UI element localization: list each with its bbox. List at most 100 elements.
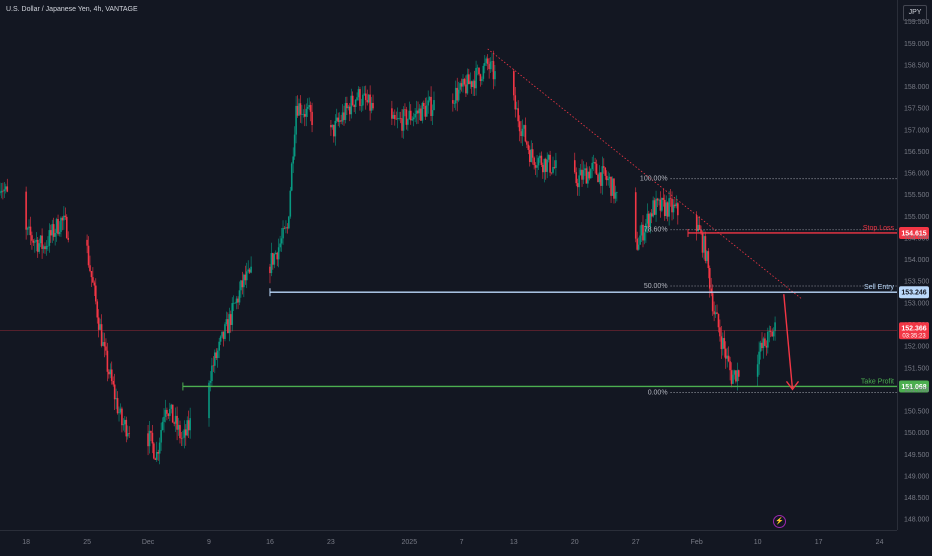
- candle-body: [452, 100, 454, 104]
- candle-body: [671, 198, 673, 213]
- candle-body: [476, 67, 479, 69]
- candle-body: [39, 235, 42, 244]
- price-chart[interactable]: 100.00% 78.60% 50.00% 0.00% Stop Loss Sell En…: [0, 0, 906, 530]
- candle-body: [244, 274, 247, 281]
- candle-body: [224, 324, 226, 339]
- price-tick-label: 155.500: [904, 192, 929, 199]
- candle-body: [706, 251, 708, 261]
- price-tag: 154.615: [899, 226, 929, 239]
- lightning-icon[interactable]: ⚡: [773, 515, 786, 528]
- candle-body: [726, 355, 728, 359]
- candle-body: [112, 380, 115, 385]
- candle-body: [216, 350, 219, 359]
- candle-body: [427, 100, 429, 106]
- candle-body: [756, 364, 759, 377]
- candle-body: [186, 420, 189, 436]
- current-price-tag-bg: [899, 322, 929, 340]
- candle-body: [231, 303, 234, 325]
- candle-body: [761, 342, 763, 349]
- candle-body: [543, 158, 546, 173]
- candle-body: [733, 370, 736, 375]
- price-tick-label: 149.000: [904, 473, 929, 480]
- price-tick-label: 158.500: [904, 62, 929, 69]
- candle-body: [0, 192, 1, 194]
- price-tag-text: 151.068: [901, 384, 926, 391]
- price-tick-label: 149.500: [904, 452, 929, 459]
- candle-body: [298, 103, 300, 116]
- price-axis[interactable]: 154.615 153.246 151.068 148.000 148.500 149.0…: [897, 0, 932, 530]
- candle-body: [334, 120, 337, 137]
- candle-body: [147, 433, 149, 447]
- candle-body: [305, 108, 308, 117]
- candle-body: [396, 118, 399, 120]
- time-tick-label: Dec: [142, 539, 155, 546]
- candle-body: [154, 458, 157, 460]
- candle-body: [735, 370, 737, 382]
- candle-body: [234, 302, 236, 304]
- candle-body: [51, 224, 54, 236]
- candle-body: [653, 200, 656, 215]
- candle-body: [665, 202, 668, 217]
- candle-body: [100, 324, 103, 346]
- candle-body: [518, 121, 521, 132]
- candle-body: [211, 365, 213, 382]
- candle-body: [366, 100, 369, 103]
- candle-body: [514, 95, 517, 110]
- candle-body: [45, 245, 48, 250]
- candle-body: [698, 224, 701, 230]
- candle-body: [54, 232, 56, 237]
- candle-body: [38, 243, 40, 252]
- candle-body: [240, 280, 242, 291]
- candle-body: [65, 216, 68, 238]
- time-tick-label: 17: [815, 539, 823, 546]
- candle-body: [592, 162, 595, 163]
- price-tick-label: 159.000: [904, 41, 929, 48]
- candle-body: [219, 336, 222, 342]
- candle-body: [729, 361, 731, 371]
- candle-body: [407, 118, 409, 125]
- candle-body: [215, 352, 218, 359]
- candle-body: [697, 224, 699, 232]
- candle-body: [113, 384, 116, 400]
- candle-body: [404, 109, 406, 110]
- candle-body: [243, 274, 245, 288]
- candle-body: [418, 108, 421, 114]
- candle-body: [31, 235, 33, 241]
- candle-body: [717, 313, 720, 328]
- candle-body: [662, 197, 665, 200]
- candle-body: [589, 169, 592, 179]
- candle-body: [730, 370, 733, 384]
- candle-body: [182, 437, 184, 439]
- candle-body: [604, 167, 607, 176]
- currency-button[interactable]: JPY: [903, 5, 927, 21]
- candle-body: [42, 246, 45, 249]
- candle-body: [521, 128, 524, 137]
- time-tick-label: 25: [83, 539, 91, 546]
- candle-body: [526, 141, 528, 145]
- candle-body: [212, 365, 215, 367]
- candle-body: [102, 342, 104, 346]
- candle-body: [364, 93, 367, 101]
- candle-body: [299, 103, 302, 115]
- candle-body: [25, 191, 27, 230]
- candle-body: [542, 164, 544, 173]
- candle-body: [274, 252, 277, 254]
- candle-body: [395, 118, 398, 120]
- candle-body: [468, 74, 470, 85]
- candle-body: [238, 290, 241, 303]
- candle-body: [661, 197, 663, 211]
- fib-level-label: 0.00%: [648, 389, 668, 396]
- price-tick-label: 158.000: [904, 84, 929, 91]
- candle-body: [605, 175, 608, 181]
- chart-area[interactable]: 100.00% 78.60% 50.00% 0.00% Stop Loss Sell En…: [0, 0, 906, 530]
- candle-body: [296, 105, 299, 116]
- candle-body: [588, 171, 591, 179]
- candle-body: [576, 183, 579, 188]
- candle-body: [401, 118, 403, 131]
- candle-body: [41, 235, 43, 249]
- time-axis[interactable]: 18 25 Dec 9 16 23 2025 7 13 20 27 Feb 10 17 24: [0, 530, 897, 551]
- candle-body: [121, 408, 123, 426]
- candle-body: [124, 419, 126, 425]
- candle-body: [283, 227, 286, 229]
- candle-body: [575, 172, 578, 184]
